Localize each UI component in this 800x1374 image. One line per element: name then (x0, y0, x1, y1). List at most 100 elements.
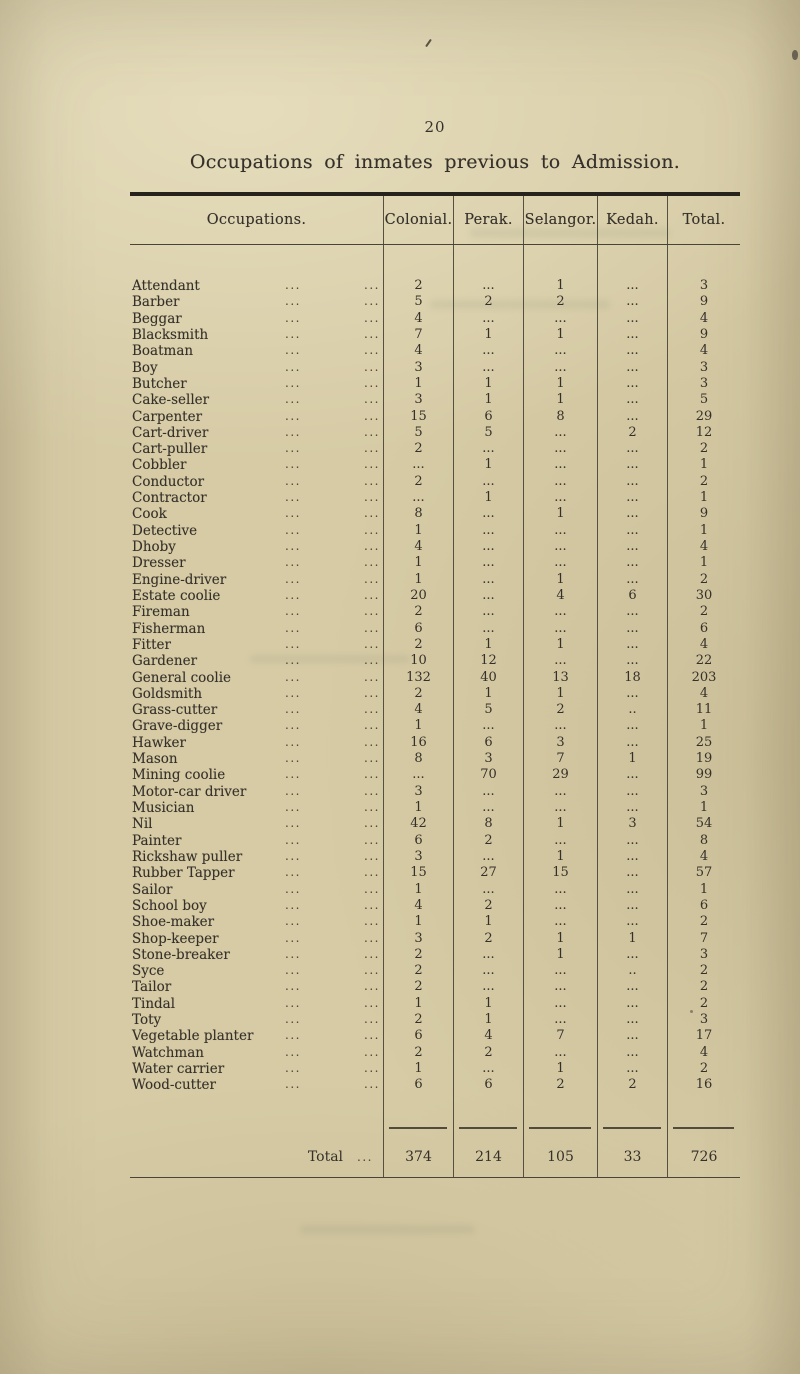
table-row: Contractor......... 1...... 1 (130, 490, 740, 507)
value-cell: ... (453, 604, 523, 621)
occupation-cell: Rickshaw puller...... (130, 849, 383, 865)
value-cell: 2 (667, 1061, 740, 1078)
leader-dots: ... (285, 441, 301, 456)
value-cell: 1 (383, 800, 453, 817)
leader-dots: ... (285, 832, 301, 847)
value-cell: 27 (453, 865, 523, 882)
value-cell: ... (453, 718, 523, 735)
value-cell: 1 (597, 751, 667, 768)
occupation-cell: Blacksmith...... (130, 327, 383, 343)
table-row: Cobbler......... 1...... 1 (130, 457, 740, 474)
leader-dots: ... (285, 865, 301, 880)
table-row: Boy...... 3......... 3 (130, 359, 740, 376)
leader-dots: ... (357, 1149, 373, 1164)
value-cell: ... (597, 555, 667, 572)
value-cell: 6 (383, 832, 453, 849)
occupation-label: Cake-seller (132, 392, 210, 409)
leader-dots: ... (364, 1044, 380, 1059)
occupation-label: School boy (132, 897, 207, 914)
occupation-cell: Goldsmith...... (130, 686, 383, 702)
occupation-label: Wood-cutter (132, 1077, 216, 1094)
value-cell: 2 (667, 914, 740, 931)
value-cell: 7 (383, 326, 453, 344)
value-cell: 1 (453, 375, 523, 393)
leader-dots: ... (364, 522, 380, 537)
value-cell: ... (597, 881, 667, 898)
value-cell: 40 (453, 669, 523, 686)
leader-dots: ... (285, 848, 301, 863)
value-cell: 2 (667, 441, 740, 458)
leader-dots: ... (364, 865, 380, 880)
value-cell: ... (597, 832, 667, 849)
value-cell: ... (523, 1012, 597, 1029)
occupation-label: Cart-puller (132, 441, 208, 458)
value-cell: 4 (667, 685, 740, 703)
value-cell: 1 (453, 914, 523, 931)
table-row: Beggar...... 4......... 4 (130, 310, 740, 327)
occupation-label: Watchman (132, 1044, 204, 1061)
value-cell: 19 (667, 751, 740, 768)
show-through-smudge (300, 1225, 475, 1234)
value-cell: 1 (453, 995, 523, 1013)
value-cell: ... (597, 767, 667, 784)
page-number: 20 (424, 118, 446, 136)
leader-dots: ... (364, 685, 380, 700)
value-cell: ... (453, 555, 523, 572)
column-header-selangor: Selangor. (523, 196, 597, 244)
occupation-cell: Fisherman...... (130, 621, 383, 637)
value-cell: ... (523, 995, 597, 1013)
value-cell: 4 (383, 897, 453, 915)
value-cell: ... (597, 1012, 667, 1029)
value-cell: 132 (383, 669, 453, 686)
value-cell: 1 (523, 685, 597, 703)
occupation-label: Attendant (132, 278, 200, 294)
total-total: 726 (667, 1137, 740, 1177)
value-cell: 1 (453, 457, 523, 474)
column-header-colonial: Colonial. (383, 196, 453, 244)
occupation-cell: Shoe-maker...... (130, 914, 383, 930)
leader-dots: ... (364, 473, 380, 488)
occupation-cell: Toty...... (130, 1012, 383, 1028)
value-cell: 2 (383, 441, 453, 458)
value-cell: ... (597, 326, 667, 344)
occupation-label: Engine-driver (132, 571, 227, 588)
leader-dots: ... (364, 816, 380, 831)
value-cell: 8 (383, 506, 453, 523)
column-header-kedah: Kedah. (597, 196, 667, 244)
leader-dots: ... (285, 424, 301, 439)
occupation-label: Butcher (132, 375, 187, 392)
value-cell: 8 (667, 832, 740, 849)
table-row: Fireman...... 2......... 2 (130, 604, 740, 621)
occupation-cell: Gardener...... (130, 653, 383, 669)
value-cell: 13 (523, 669, 597, 686)
value-cell: ... (597, 375, 667, 393)
value-cell: 1 (383, 555, 453, 572)
value-cell: 4 (667, 539, 740, 556)
occupation-cell: Hawker...... (130, 735, 383, 751)
sum-rule (602, 1126, 662, 1129)
value-cell: 70 (453, 767, 523, 784)
leader-dots: ... (285, 310, 301, 325)
value-cell: 4 (667, 848, 740, 866)
value-cell: ... (597, 522, 667, 539)
value-cell: 4 (523, 587, 597, 605)
occupation-label: Blacksmith (132, 326, 209, 343)
value-cell: 1 (523, 930, 597, 947)
column-header-perak: Perak. (453, 196, 523, 244)
value-cell: ... (597, 995, 667, 1013)
table-row: Shop-keeper...... 3 2 1 1 7 (130, 930, 740, 947)
value-cell: ... (523, 783, 597, 800)
value-cell: ... (453, 441, 523, 458)
value-cell: ... (597, 1061, 667, 1078)
value-cell: 1 (523, 278, 597, 295)
value-cell: 1 (523, 392, 597, 409)
value-cell: 3 (383, 848, 453, 866)
leader-dots: ... (285, 620, 301, 635)
value-cell: ... (597, 783, 667, 800)
value-cell: ... (597, 457, 667, 474)
leader-dots: ... (364, 359, 380, 374)
value-cell: ... (453, 963, 523, 980)
value-cell: 15 (383, 408, 453, 425)
value-cell: 4 (383, 343, 453, 360)
leader-dots: ... (364, 587, 380, 602)
